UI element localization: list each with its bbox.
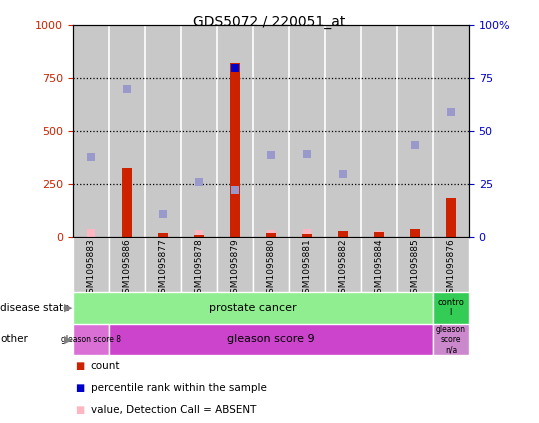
Text: percentile rank within the sample: percentile rank within the sample bbox=[91, 383, 266, 393]
Bar bbox=[217, 25, 253, 237]
Point bbox=[302, 230, 311, 236]
Bar bbox=[325, 25, 361, 237]
Text: ▶: ▶ bbox=[64, 335, 72, 344]
Text: other: other bbox=[0, 335, 28, 344]
Point bbox=[267, 152, 275, 159]
Point bbox=[302, 151, 311, 158]
Bar bbox=[122, 168, 132, 237]
Text: ▶: ▶ bbox=[64, 303, 72, 313]
Bar bbox=[374, 232, 384, 237]
Bar bbox=[230, 63, 240, 237]
Text: GSM1095879: GSM1095879 bbox=[230, 239, 239, 299]
Point bbox=[86, 230, 95, 236]
Bar bbox=[253, 25, 289, 237]
Bar bbox=[109, 237, 145, 292]
Bar bbox=[181, 237, 217, 292]
Point bbox=[411, 231, 419, 237]
Bar bbox=[73, 237, 109, 292]
Bar bbox=[338, 231, 348, 237]
Point bbox=[86, 153, 95, 160]
Text: GSM1095882: GSM1095882 bbox=[338, 239, 347, 299]
Text: GSM1095883: GSM1095883 bbox=[86, 239, 95, 299]
Text: GSM1095878: GSM1095878 bbox=[195, 239, 203, 299]
Point bbox=[158, 210, 167, 217]
Text: gleason
score
n/a: gleason score n/a bbox=[436, 324, 466, 354]
Bar bbox=[145, 25, 181, 237]
Text: disease state: disease state bbox=[0, 303, 70, 313]
Text: GSM1095881: GSM1095881 bbox=[302, 239, 312, 299]
Bar bbox=[73, 324, 109, 355]
Bar bbox=[361, 237, 397, 292]
Point bbox=[375, 232, 383, 239]
Bar bbox=[361, 25, 397, 237]
Bar bbox=[145, 237, 181, 292]
Bar bbox=[289, 237, 325, 292]
Text: contro
l: contro l bbox=[438, 298, 465, 317]
Bar bbox=[109, 25, 145, 237]
Text: GSM1095877: GSM1095877 bbox=[158, 239, 167, 299]
Point bbox=[231, 187, 239, 194]
Text: prostate cancer: prostate cancer bbox=[209, 303, 296, 313]
Bar bbox=[181, 25, 217, 237]
Bar bbox=[397, 25, 433, 237]
Text: ■: ■ bbox=[75, 361, 85, 371]
Text: count: count bbox=[91, 361, 120, 371]
Point bbox=[195, 231, 203, 238]
Bar bbox=[433, 324, 469, 355]
Text: ■: ■ bbox=[75, 405, 85, 415]
Bar bbox=[109, 324, 433, 355]
Text: value, Detection Call = ABSENT: value, Detection Call = ABSENT bbox=[91, 405, 256, 415]
Text: GSM1095885: GSM1095885 bbox=[410, 239, 419, 299]
Text: GSM1095884: GSM1095884 bbox=[375, 239, 383, 299]
Text: GSM1095886: GSM1095886 bbox=[122, 239, 132, 299]
Text: GSM1095880: GSM1095880 bbox=[266, 239, 275, 299]
Bar bbox=[194, 235, 204, 237]
Bar bbox=[253, 237, 289, 292]
Point bbox=[338, 171, 347, 178]
Point bbox=[411, 142, 419, 148]
Bar bbox=[446, 198, 456, 237]
Point bbox=[122, 85, 131, 92]
Bar bbox=[433, 237, 469, 292]
Bar bbox=[410, 229, 420, 237]
Text: GSM1095876: GSM1095876 bbox=[446, 239, 455, 299]
Bar bbox=[397, 237, 433, 292]
Bar bbox=[302, 233, 312, 237]
Bar bbox=[433, 292, 469, 324]
Bar bbox=[325, 237, 361, 292]
Bar bbox=[433, 25, 469, 237]
Point bbox=[231, 64, 239, 71]
Bar bbox=[158, 233, 168, 237]
Point bbox=[231, 230, 239, 236]
Text: gleason score 8: gleason score 8 bbox=[61, 335, 121, 344]
Point bbox=[447, 109, 455, 115]
Point bbox=[338, 231, 347, 238]
Point bbox=[267, 230, 275, 237]
Bar bbox=[266, 233, 276, 237]
Text: gleason score 9: gleason score 9 bbox=[227, 335, 315, 344]
Bar bbox=[289, 25, 325, 237]
Bar bbox=[217, 237, 253, 292]
Text: GDS5072 / 220051_at: GDS5072 / 220051_at bbox=[194, 15, 345, 29]
Text: ■: ■ bbox=[75, 383, 85, 393]
Bar bbox=[73, 25, 109, 237]
Point bbox=[195, 179, 203, 185]
